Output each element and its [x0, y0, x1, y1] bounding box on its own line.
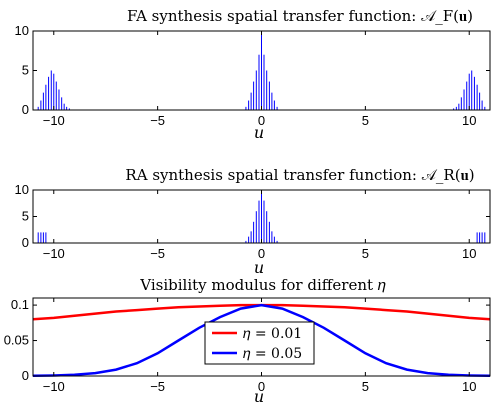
- series-line: [32, 303, 491, 321]
- x-axis-label: u: [254, 123, 264, 142]
- x-tick-label: 10: [462, 113, 476, 128]
- plot-area: [37, 190, 486, 243]
- series-line: [32, 303, 491, 378]
- panel-fa-transfer-function: FA synthesis spatial transfer function: …: [15, 7, 491, 142]
- x-tick-label: 10: [462, 379, 476, 394]
- legend: 𝜂 = 0.01 𝜂 = 0.05: [204, 321, 315, 365]
- x-tick-label: −5: [150, 246, 165, 261]
- x-tick-label: 5: [362, 246, 369, 261]
- x-axis-label: u: [254, 258, 264, 277]
- plot-area: [37, 31, 486, 110]
- legend-label-eta-0.01: 𝜂 = 0.01: [243, 326, 302, 342]
- y-tick-label: 0: [22, 368, 29, 383]
- plot-area: [32, 303, 491, 378]
- y-tick-label: 10: [15, 23, 29, 38]
- x-tick-label: −5: [150, 113, 165, 128]
- y-tick-label: 0.1: [11, 297, 29, 312]
- x-axis-label: u: [254, 387, 264, 406]
- x-tick-label: 0: [258, 246, 265, 261]
- x-tick-label: −10: [43, 246, 65, 261]
- x-tick-label: −5: [150, 379, 165, 394]
- legend-label-eta-0.05: 𝜂 = 0.05: [243, 346, 302, 362]
- x-tick-label: −10: [43, 379, 65, 394]
- panel-visibility-modulus: Visibility modulus for different 𝜂 u −10…: [4, 276, 491, 406]
- y-tick-label: 0: [22, 102, 29, 117]
- x-tick-label: 5: [362, 113, 369, 128]
- x-tick-label: 0: [258, 379, 265, 394]
- x-tick-label: −10: [43, 113, 65, 128]
- panel-ra-transfer-function: RA synthesis spatial transfer function: …: [15, 166, 491, 277]
- panel-title: Visibility modulus for different 𝜂: [139, 276, 386, 294]
- y-tick-label: 10: [15, 182, 29, 197]
- y-tick-label: 5: [22, 209, 29, 224]
- y-tick-label: 0: [22, 235, 29, 250]
- panel-title: RA synthesis spatial transfer function: …: [125, 166, 474, 184]
- panel-title: FA synthesis spatial transfer function: …: [127, 7, 473, 25]
- x-tick-label: 5: [362, 379, 369, 394]
- x-tick-label: 0: [258, 113, 265, 128]
- y-tick-label: 5: [22, 63, 29, 78]
- legend-box: [204, 321, 315, 365]
- x-tick-label: 10: [462, 246, 476, 261]
- y-tick-label: 0.05: [4, 333, 29, 348]
